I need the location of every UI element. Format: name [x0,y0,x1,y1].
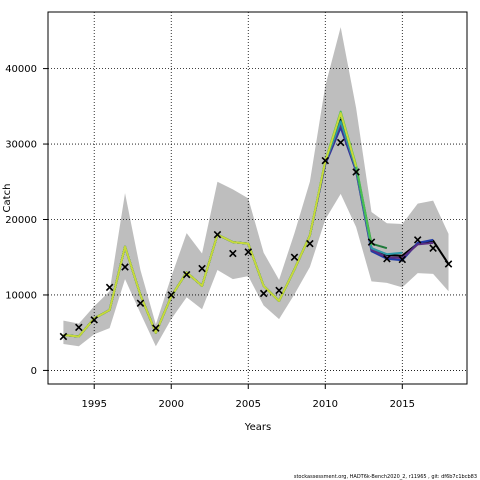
confidence-band [63,27,449,347]
observation-point-24 [429,244,437,252]
x-tick-label-2: 2005 [236,399,261,410]
observation-point-14 [275,286,283,295]
x-tick-label-3: 2010 [313,399,338,410]
observation-point-17 [321,156,330,165]
observation-point-5 [136,299,145,308]
y-tick-label-2: 20000 [5,215,37,226]
observation-point-22 [398,255,407,264]
y-tick-label-4: 40000 [5,64,37,75]
observation-point-20 [367,238,376,246]
observation-point-7 [167,291,176,299]
observation-point-4 [121,263,129,271]
footer-text: stockassessment.org, HADT6k-Bench2020_2,… [294,474,477,480]
x-axis-title: Years [244,422,271,433]
y-axis-title: Catch [2,184,13,213]
y-tick-label-3: 30000 [5,140,37,151]
axes-layer: 1995 2000 2005 2010 2015 0 10000 20000 30000 4000… [5,64,415,410]
observation-point-18 [336,138,345,147]
x-tick-label-4: 2015 [390,399,415,410]
observation-point-0 [59,332,68,341]
observation-layer [59,138,453,341]
observation-point-6 [152,324,160,332]
observation-point-10 [213,230,222,239]
observation-point-19 [352,168,360,176]
observation-point-16 [306,239,314,248]
grid-layer [48,12,467,384]
plot-frame [47,11,468,385]
observation-point-13 [259,289,268,298]
confidence-band-layer [63,27,449,347]
observation-point-8 [182,270,191,279]
observation-point-9 [198,264,206,273]
observation-point-21 [383,254,391,263]
y-tick-label-0: 0 [31,366,37,377]
x-tick-label-0: 1995 [81,399,106,410]
series-layer [63,110,450,338]
observation-point-12 [244,248,253,256]
observation-point-15 [290,253,299,261]
observation-point-1 [75,323,83,332]
observation-point-25 [444,260,453,268]
observation-point-23 [413,236,422,244]
observation-point-3 [105,283,114,292]
observation-point-11 [229,249,237,258]
y-tick-label-1: 10000 [5,290,37,301]
x-tick-label-1: 2000 [159,399,184,410]
observation-point-2 [90,316,98,324]
